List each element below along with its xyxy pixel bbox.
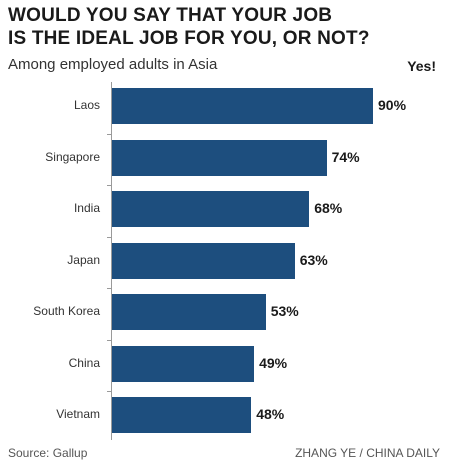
bar-laos bbox=[112, 88, 373, 124]
axis-tick bbox=[107, 288, 112, 289]
category-label: India bbox=[73, 201, 100, 215]
axis-tick bbox=[107, 339, 112, 341]
axis-tick bbox=[107, 185, 112, 186]
axis-tick bbox=[107, 133, 112, 135]
credit-note: ZHANG YE / CHINA DAILY bbox=[295, 446, 440, 460]
bar-chart: Laos 90% Singapore 74% India 68% Japan 63% South… bbox=[0, 82, 450, 442]
axis-tick bbox=[107, 236, 112, 238]
bar-china bbox=[112, 345, 255, 382]
category-label: China bbox=[68, 355, 100, 370]
value-label: 68% bbox=[314, 200, 343, 216]
chart-title-line-1: WOULD YOU SAY THAT YOUR JOB bbox=[8, 5, 333, 26]
chart-title-line-2: IS THE IDEAL JOB FOR YOU, OR NOT? bbox=[8, 28, 370, 49]
category-label: South Korea bbox=[33, 304, 100, 318]
bar-japan bbox=[112, 242, 295, 279]
bar-singapore bbox=[112, 139, 327, 176]
value-label: 74% bbox=[331, 148, 360, 165]
category-label: Singapore bbox=[45, 149, 100, 164]
category-label: Vietnam bbox=[56, 407, 100, 421]
value-label: 48% bbox=[256, 406, 285, 422]
category-axis-line bbox=[111, 82, 112, 440]
category-label: Laos bbox=[73, 98, 100, 112]
value-label: 53% bbox=[270, 303, 299, 319]
bar-south-korea bbox=[112, 294, 266, 330]
value-label: 63% bbox=[299, 251, 328, 268]
chart-title: WOULD YOU SAY THAT YOUR JOB IS THE IDEAL… bbox=[8, 4, 438, 50]
bar-vietnam bbox=[112, 397, 252, 433]
chart-subtitle: Among employed adults in Asia bbox=[8, 56, 218, 73]
series-label: Yes! bbox=[407, 58, 436, 74]
category-label: Japan bbox=[67, 252, 100, 267]
bar-india bbox=[112, 191, 310, 227]
value-label: 90% bbox=[378, 97, 407, 113]
value-label: 49% bbox=[259, 354, 288, 371]
source-note: Source: Gallup bbox=[8, 446, 88, 460]
axis-tick bbox=[107, 391, 112, 392]
